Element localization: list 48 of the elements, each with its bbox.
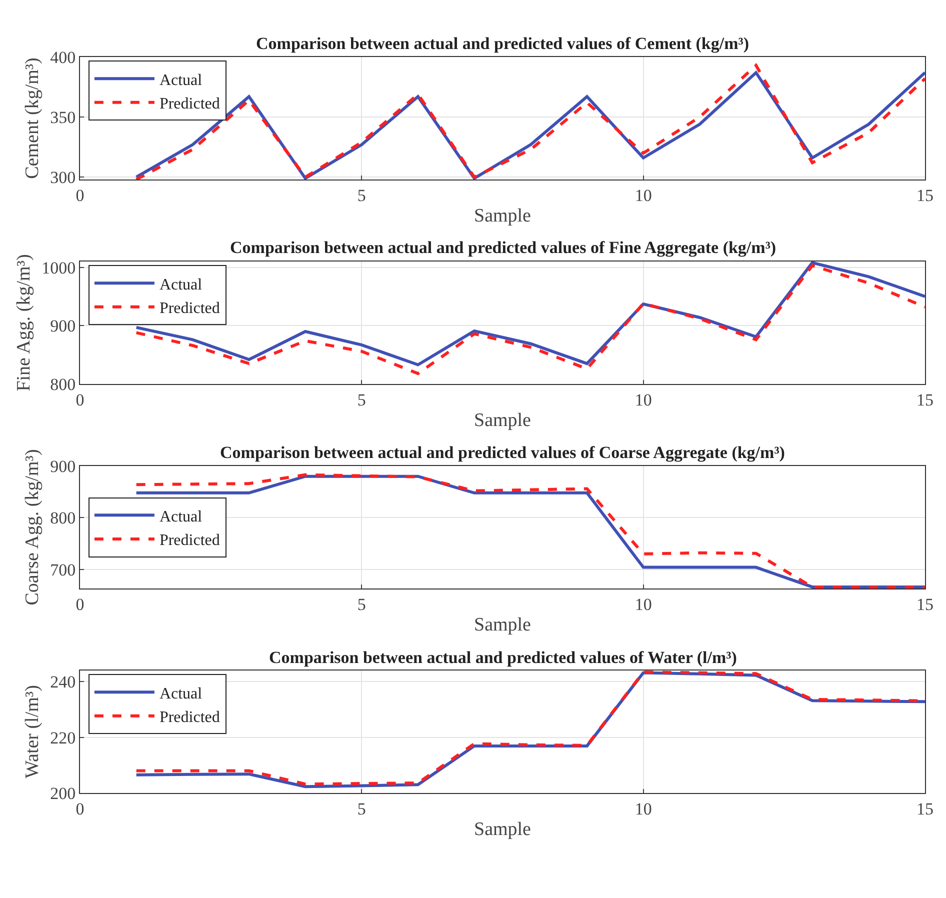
y-tick-label: 220: [50, 728, 76, 748]
x-tick-label: 0: [76, 390, 84, 410]
legend-label: Predicted: [159, 96, 220, 113]
legend-label: Actual: [159, 72, 203, 89]
y-tick-label: 900: [50, 456, 76, 476]
legend-label: Predicted: [159, 300, 220, 318]
y-tick-label: 400: [50, 48, 76, 67]
y-axis-title: Fine Agg. (kg/m³): [13, 254, 34, 392]
y-tick-label: 800: [50, 508, 76, 528]
x-tick-label: 5: [357, 799, 366, 818]
legend-label: Predicted: [159, 532, 220, 550]
x-axis-title: Sample: [474, 614, 531, 636]
chart-title: Comparison between actual and predicted values of Water (l/m³): [269, 648, 737, 667]
x-tick-label: 0: [76, 594, 84, 614]
y-tick-label: 200: [50, 784, 76, 803]
x-tick-label: 10: [634, 186, 652, 205]
legend-label: Actual: [159, 685, 203, 702]
x-tick-label: 15: [916, 390, 934, 410]
x-tick-label: 15: [916, 799, 934, 818]
x-tick-label: 0: [76, 799, 84, 818]
chart-title: Comparison between actual and predicted values of Cement (kg/m³): [256, 34, 750, 53]
x-tick-label: 5: [357, 594, 366, 614]
y-tick-label: 900: [50, 316, 76, 336]
x-tick-label: 5: [357, 390, 366, 410]
y-axis-title: Water (l/m³): [22, 685, 43, 778]
chart-title: Comparison between actual and predicted values of Fine Aggregate (kg/m³): [230, 238, 776, 257]
y-tick-label: 700: [50, 560, 76, 580]
x-tick-label: 15: [916, 594, 934, 614]
chart-title: Comparison between actual and predicted values of Coarse Aggregate (kg/m³): [220, 443, 785, 462]
legend-label: Actual: [159, 276, 203, 294]
x-tick-label: 0: [76, 186, 84, 205]
legend-label: Actual: [159, 508, 203, 526]
y-tick-label: 240: [50, 672, 76, 692]
x-axis-title: Sample: [474, 410, 531, 432]
x-tick-label: 10: [634, 799, 652, 818]
legend-label: Predicted: [159, 709, 220, 726]
x-tick-label: 10: [634, 594, 652, 614]
x-axis-title: Sample: [474, 206, 531, 227]
y-tick-label: 1000: [42, 258, 76, 278]
y-tick-label: 350: [50, 108, 76, 127]
x-axis-title: Sample: [474, 819, 531, 840]
x-tick-label: 5: [357, 186, 366, 205]
y-axis-title: Coarse Agg. (kg/m³): [22, 449, 43, 606]
y-tick-label: 800: [50, 374, 76, 394]
x-tick-label: 15: [916, 186, 934, 205]
y-tick-label: 300: [50, 168, 76, 188]
x-tick-label: 10: [634, 390, 652, 410]
y-axis-title: Cement (kg/m³): [22, 58, 43, 179]
